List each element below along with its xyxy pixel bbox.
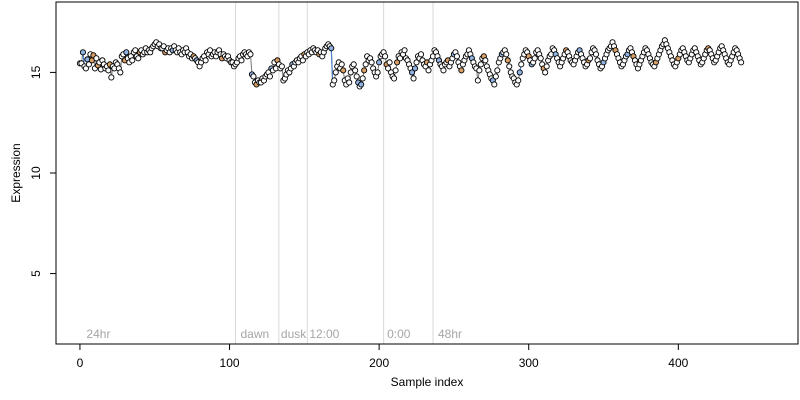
data-point — [738, 59, 745, 66]
data-point — [346, 79, 353, 86]
data-point — [359, 75, 366, 82]
data-point — [247, 51, 254, 58]
data-point — [202, 57, 209, 64]
data-point — [491, 81, 498, 88]
data-point — [299, 57, 306, 64]
annotation-label-3: 12:00 — [309, 327, 339, 341]
data-point — [440, 67, 447, 74]
x-tick-label-0: 0 — [77, 356, 84, 370]
data-point — [374, 69, 381, 76]
annotation-label-4: 0:00 — [387, 327, 411, 341]
y-axis-label: Expression — [9, 143, 23, 202]
data-point — [394, 59, 401, 66]
data-point — [518, 61, 525, 68]
x-tick-label-300: 300 — [519, 356, 539, 370]
data-point — [482, 57, 489, 64]
data-point — [117, 69, 124, 76]
data-point — [537, 55, 544, 62]
data-point — [350, 61, 357, 68]
data-point — [352, 67, 359, 74]
data-point — [425, 67, 432, 74]
data-point — [266, 73, 273, 80]
time-annotations: 24hr dawn dusk 12:00 0:00 48hr — [86, 327, 462, 341]
data-points — [76, 37, 745, 90]
data-point — [105, 67, 112, 74]
data-point — [368, 59, 375, 66]
data-point — [328, 45, 335, 52]
data-point — [453, 53, 460, 60]
x-axis: 0 100 200 300 400 — [77, 343, 689, 370]
data-point — [417, 51, 425, 58]
annotation-label-0: 24hr — [86, 327, 110, 341]
data-point — [238, 57, 245, 64]
data-point — [385, 65, 392, 72]
data-point — [332, 69, 339, 76]
data-point — [331, 77, 338, 84]
data-point — [408, 69, 416, 76]
data-point — [362, 61, 369, 68]
data-point — [358, 81, 365, 88]
data-point — [250, 73, 257, 80]
x-axis-label: Sample index — [391, 375, 464, 389]
data-point — [592, 51, 600, 58]
annotation-label-5: 48hr — [438, 327, 462, 341]
data-point — [93, 55, 100, 62]
data-point — [376, 59, 383, 66]
data-point — [386, 59, 393, 66]
data-point — [587, 55, 594, 62]
data-point — [85, 61, 92, 68]
x-tick-label-100: 100 — [220, 356, 240, 370]
data-point — [542, 69, 549, 76]
data-point — [413, 59, 420, 66]
data-point — [531, 55, 538, 62]
data-point — [135, 55, 142, 62]
data-point — [79, 49, 86, 56]
data-point — [397, 55, 404, 62]
data-point — [492, 73, 499, 80]
data-point — [391, 75, 398, 82]
data-point — [123, 49, 130, 56]
data-point — [504, 57, 511, 64]
annotation-label-1: dawn — [241, 327, 270, 341]
data-point — [503, 51, 510, 58]
data-point — [410, 75, 417, 82]
data-point — [515, 77, 522, 84]
data-point — [82, 65, 89, 72]
y-tick-label-15: 15 — [29, 65, 43, 79]
data-point — [401, 47, 408, 54]
data-point — [108, 74, 115, 81]
data-point — [392, 67, 399, 74]
data-point — [340, 67, 347, 74]
data-point — [516, 69, 523, 76]
data-point — [543, 63, 550, 70]
data-point — [411, 65, 419, 72]
data-point — [361, 67, 368, 74]
y-tick-label-5: 5 — [29, 270, 43, 277]
data-point — [476, 67, 483, 74]
data-point — [129, 57, 136, 64]
x-tick-label-400: 400 — [668, 356, 688, 370]
y-axis: 5 10 15 — [29, 65, 57, 277]
annotation-label-2: dusk — [281, 327, 307, 341]
data-point — [477, 61, 484, 68]
data-point — [474, 77, 481, 84]
data-point — [458, 67, 465, 74]
data-point — [506, 63, 513, 70]
x-tick-label-200: 200 — [369, 356, 389, 370]
data-point — [353, 73, 360, 80]
data-point — [278, 63, 285, 70]
data-point — [382, 53, 389, 60]
data-point — [494, 67, 501, 74]
y-tick-label-10: 10 — [29, 166, 43, 180]
data-point — [338, 61, 345, 68]
